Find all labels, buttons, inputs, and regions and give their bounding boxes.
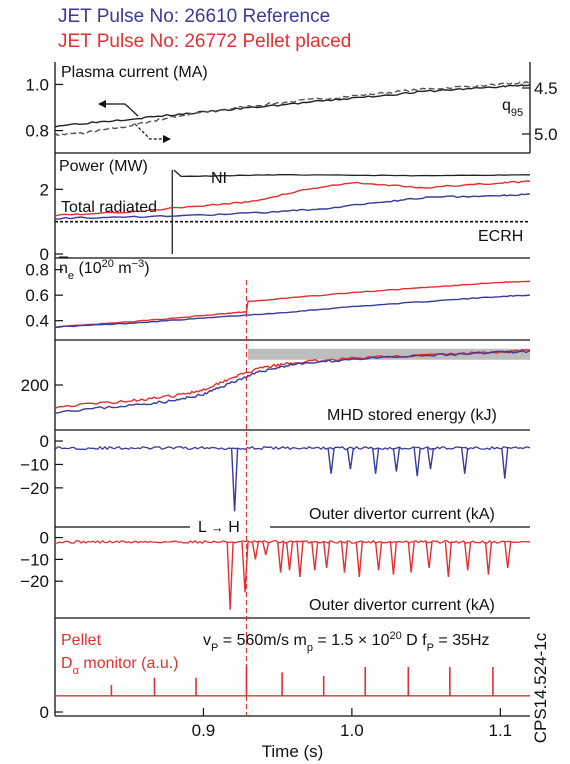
- divertor-reference-title: Outer divertor current (kA): [309, 506, 495, 523]
- q95-axis-label: q95: [502, 97, 523, 119]
- panel-3-ytick-3: 0.4: [25, 312, 49, 331]
- panel-2-title: Power (MW): [59, 158, 148, 175]
- panel-1-ytick-2: 0.8: [25, 122, 49, 141]
- panel-3-ytick-1: 0.8: [25, 261, 49, 280]
- divertor-reference-ytick-3: −20: [20, 479, 49, 498]
- divertor-pellet-spike-9: [323, 541, 331, 569]
- ecrh-annotation: ECRH: [478, 228, 523, 245]
- divertor-pellet-spike-11: [355, 541, 363, 577]
- q95-tick-2: 5.0: [534, 125, 558, 144]
- divertor-reference-ytick-1: 0: [40, 432, 49, 451]
- divertor-pellet-spike-19: [504, 541, 512, 569]
- legend-reference: JET Pulse No: 26610 Reference: [58, 6, 331, 27]
- divertor-pellet-spike-7: [296, 541, 304, 577]
- divertor-pellet-spike-12: [374, 541, 383, 571]
- divertor-pellet-spike-1: [226, 541, 234, 610]
- q95-line: [54, 81, 531, 137]
- total-radiated-annotation: Total radiated: [61, 199, 157, 216]
- divertor-pellet-spike-8: [311, 541, 319, 571]
- panel-2-ytick-2: 0: [40, 245, 49, 264]
- radiated-reference-line: [54, 193, 531, 220]
- divertor-reference-spike-7: [426, 448, 435, 470]
- divertor-reference-spike-8: [461, 448, 469, 474]
- pellet-parameters: vP = 560m/s mp = 1.5 × 1020 D fP = 35Hz: [203, 630, 490, 654]
- panel-3-ytick-2: 0.6: [25, 286, 49, 305]
- density-reference-line: [54, 294, 531, 329]
- divertor-reference-baseline: [54, 445, 531, 451]
- xtick-label-1: 0.9: [192, 721, 216, 740]
- divertor-pellet-spike-13: [389, 541, 398, 575]
- panel-2-ytick-1: 2: [40, 180, 49, 199]
- divertor-pellet-ytick-3: −20: [20, 572, 49, 591]
- q95-tick-1: 4.5: [534, 79, 558, 98]
- divertor-reference-spike-2: [327, 448, 335, 474]
- density-pellet-line: [54, 280, 531, 329]
- divertor-pellet-spike-10: [340, 541, 349, 573]
- x-axis-label: Time (s): [262, 742, 324, 761]
- divertor-pellet-spike-18: [484, 541, 493, 575]
- divertor-pellet-ytick-1: 0: [40, 529, 49, 548]
- panel-3-title: ne (1020 m−3): [59, 258, 150, 282]
- divertor-reference-spike-1: [230, 448, 239, 512]
- legend-pellet: JET Pulse No: 26772 Pellet placed: [58, 31, 352, 52]
- figure-id: CPS14.524-1c: [531, 632, 550, 743]
- arrow-to-left-axis: [102, 103, 139, 117]
- divertor-pellet-title: Outer divertor current (kA): [309, 597, 495, 614]
- plasma-current-line: [54, 83, 531, 128]
- panel-1-title: Plasma current (MA): [61, 64, 208, 81]
- divertor-pellet-spike-3: [251, 541, 260, 560]
- divertor-pellet-ytick-2: −10: [20, 550, 49, 569]
- pellet-label: Pellet: [61, 632, 102, 649]
- ni-line: [173, 169, 530, 178]
- panel-1-ytick-1: 1.0: [25, 75, 49, 94]
- ni-annotation: NI: [211, 170, 227, 187]
- divertor-reference-spike-3: [346, 448, 355, 470]
- panel-4-ytick-1: 200: [21, 376, 49, 395]
- divertor-pellet-spike-16: [444, 541, 452, 577]
- divertor-pellet-spike-4: [262, 541, 270, 556]
- divertor-pellet-spike-17: [464, 541, 472, 571]
- arrow-head-right: [163, 135, 171, 143]
- stored-energy-pellet-line: [54, 348, 531, 409]
- divertor-reference-spike-4: [372, 448, 380, 474]
- arrow-to-right-axis: [134, 123, 167, 140]
- stored-energy-band: [247, 348, 530, 360]
- divertor-pellet-spike-2: [241, 541, 249, 593]
- divertor-reference-spike-5: [392, 448, 401, 472]
- arrow-head-left: [98, 100, 106, 108]
- divertor-reference-ytick-2: −10: [20, 455, 49, 474]
- lh-label-bg: [190, 515, 270, 537]
- monitor-label: Dα monitor (a.u.): [61, 655, 179, 677]
- panel-4-title: MHD stored energy (kJ): [327, 407, 497, 424]
- divertor-pellet-spike-14: [407, 541, 415, 573]
- divertor-pellet-spike-6: [285, 541, 294, 571]
- xtick-label-3: 1.1: [488, 721, 512, 740]
- panel-7-ytick-1: 0: [40, 703, 49, 722]
- divertor-pellet-spike-5: [277, 541, 285, 573]
- xtick-label-2: 1.0: [340, 721, 364, 740]
- stored-energy-reference-line: [54, 349, 531, 414]
- divertor-reference-spike-6: [413, 448, 421, 477]
- lh-transition-label: L → H: [198, 519, 240, 536]
- radiated-pellet-line: [54, 180, 531, 217]
- divertor-pellet-spike-15: [425, 541, 433, 569]
- divertor-reference-spike-9: [501, 448, 509, 479]
